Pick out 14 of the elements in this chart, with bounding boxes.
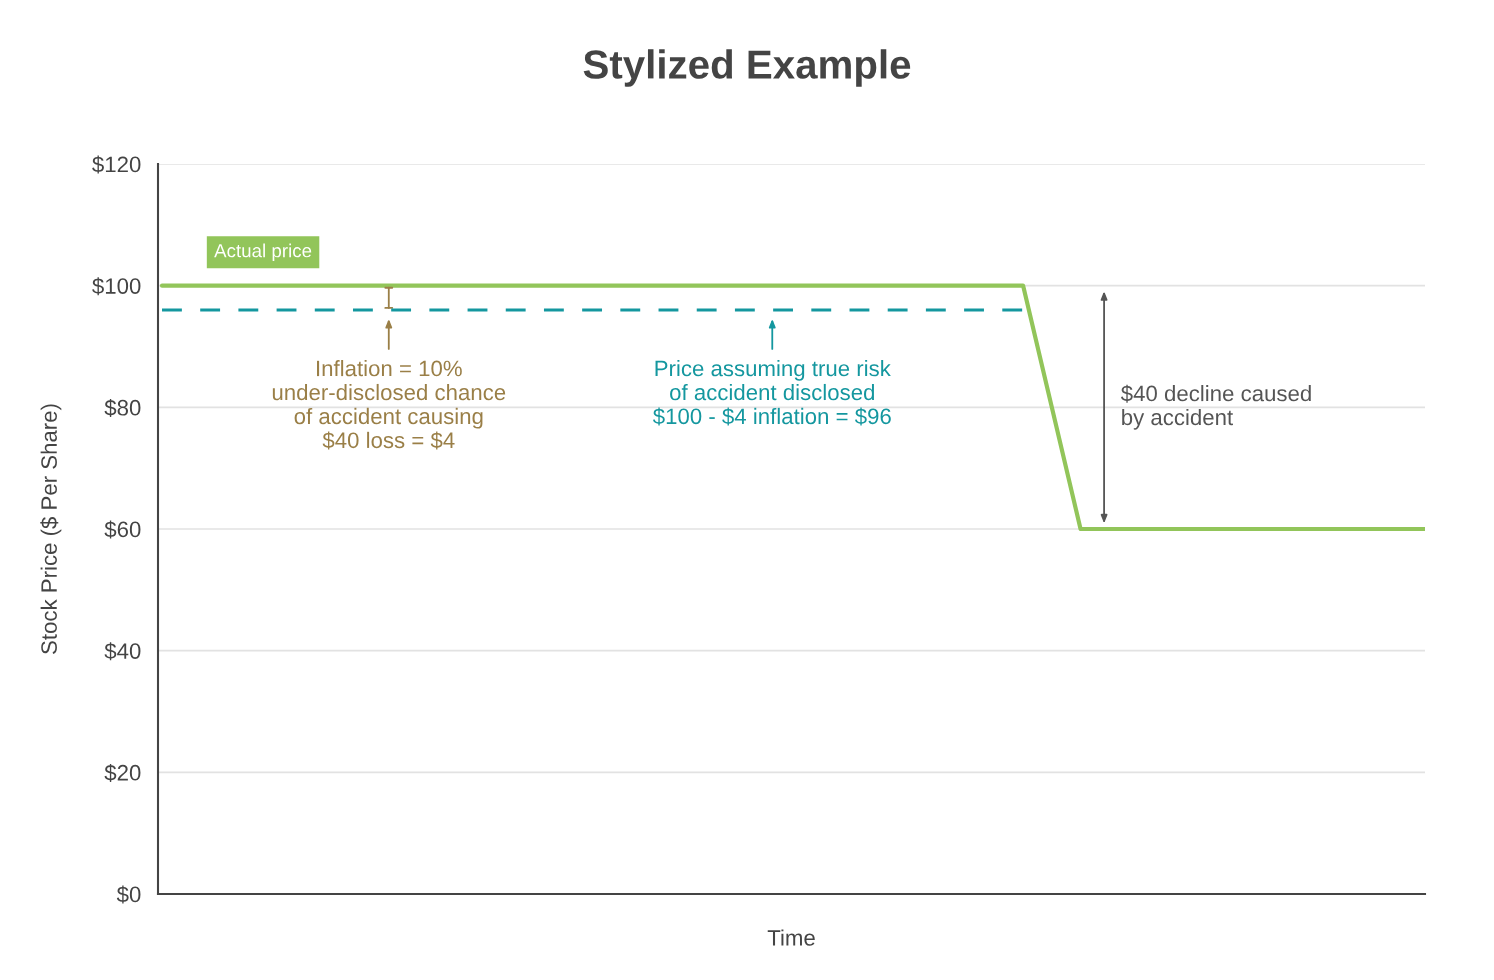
annotation: Inflation = 10% under-disclosed chance of accident causing $40 loss = $4 — [272, 360, 506, 450]
series-label: Actual price — [214, 243, 312, 262]
y-tick-label: $20 — [104, 763, 141, 782]
y-tick-label: $100 — [92, 277, 141, 296]
y-tick-label: $120 — [92, 155, 141, 174]
annotation: Price assuming true risk of accident disclosed $100 - $4 inflation = $96 — [652, 360, 891, 426]
y-tick-label: $80 — [104, 398, 141, 417]
x-axis-title: Time — [767, 929, 815, 946]
annotation: $40 decline caused by accident — [1120, 384, 1311, 430]
y-tick-label: $40 — [104, 642, 141, 661]
y-axis-title: Stock Price ($ Per Share) — [40, 404, 62, 654]
y-tick-label: $60 — [104, 520, 141, 539]
y-tick-label: $0 — [116, 885, 141, 904]
chart-title: Stylized Example — [583, 49, 911, 87]
